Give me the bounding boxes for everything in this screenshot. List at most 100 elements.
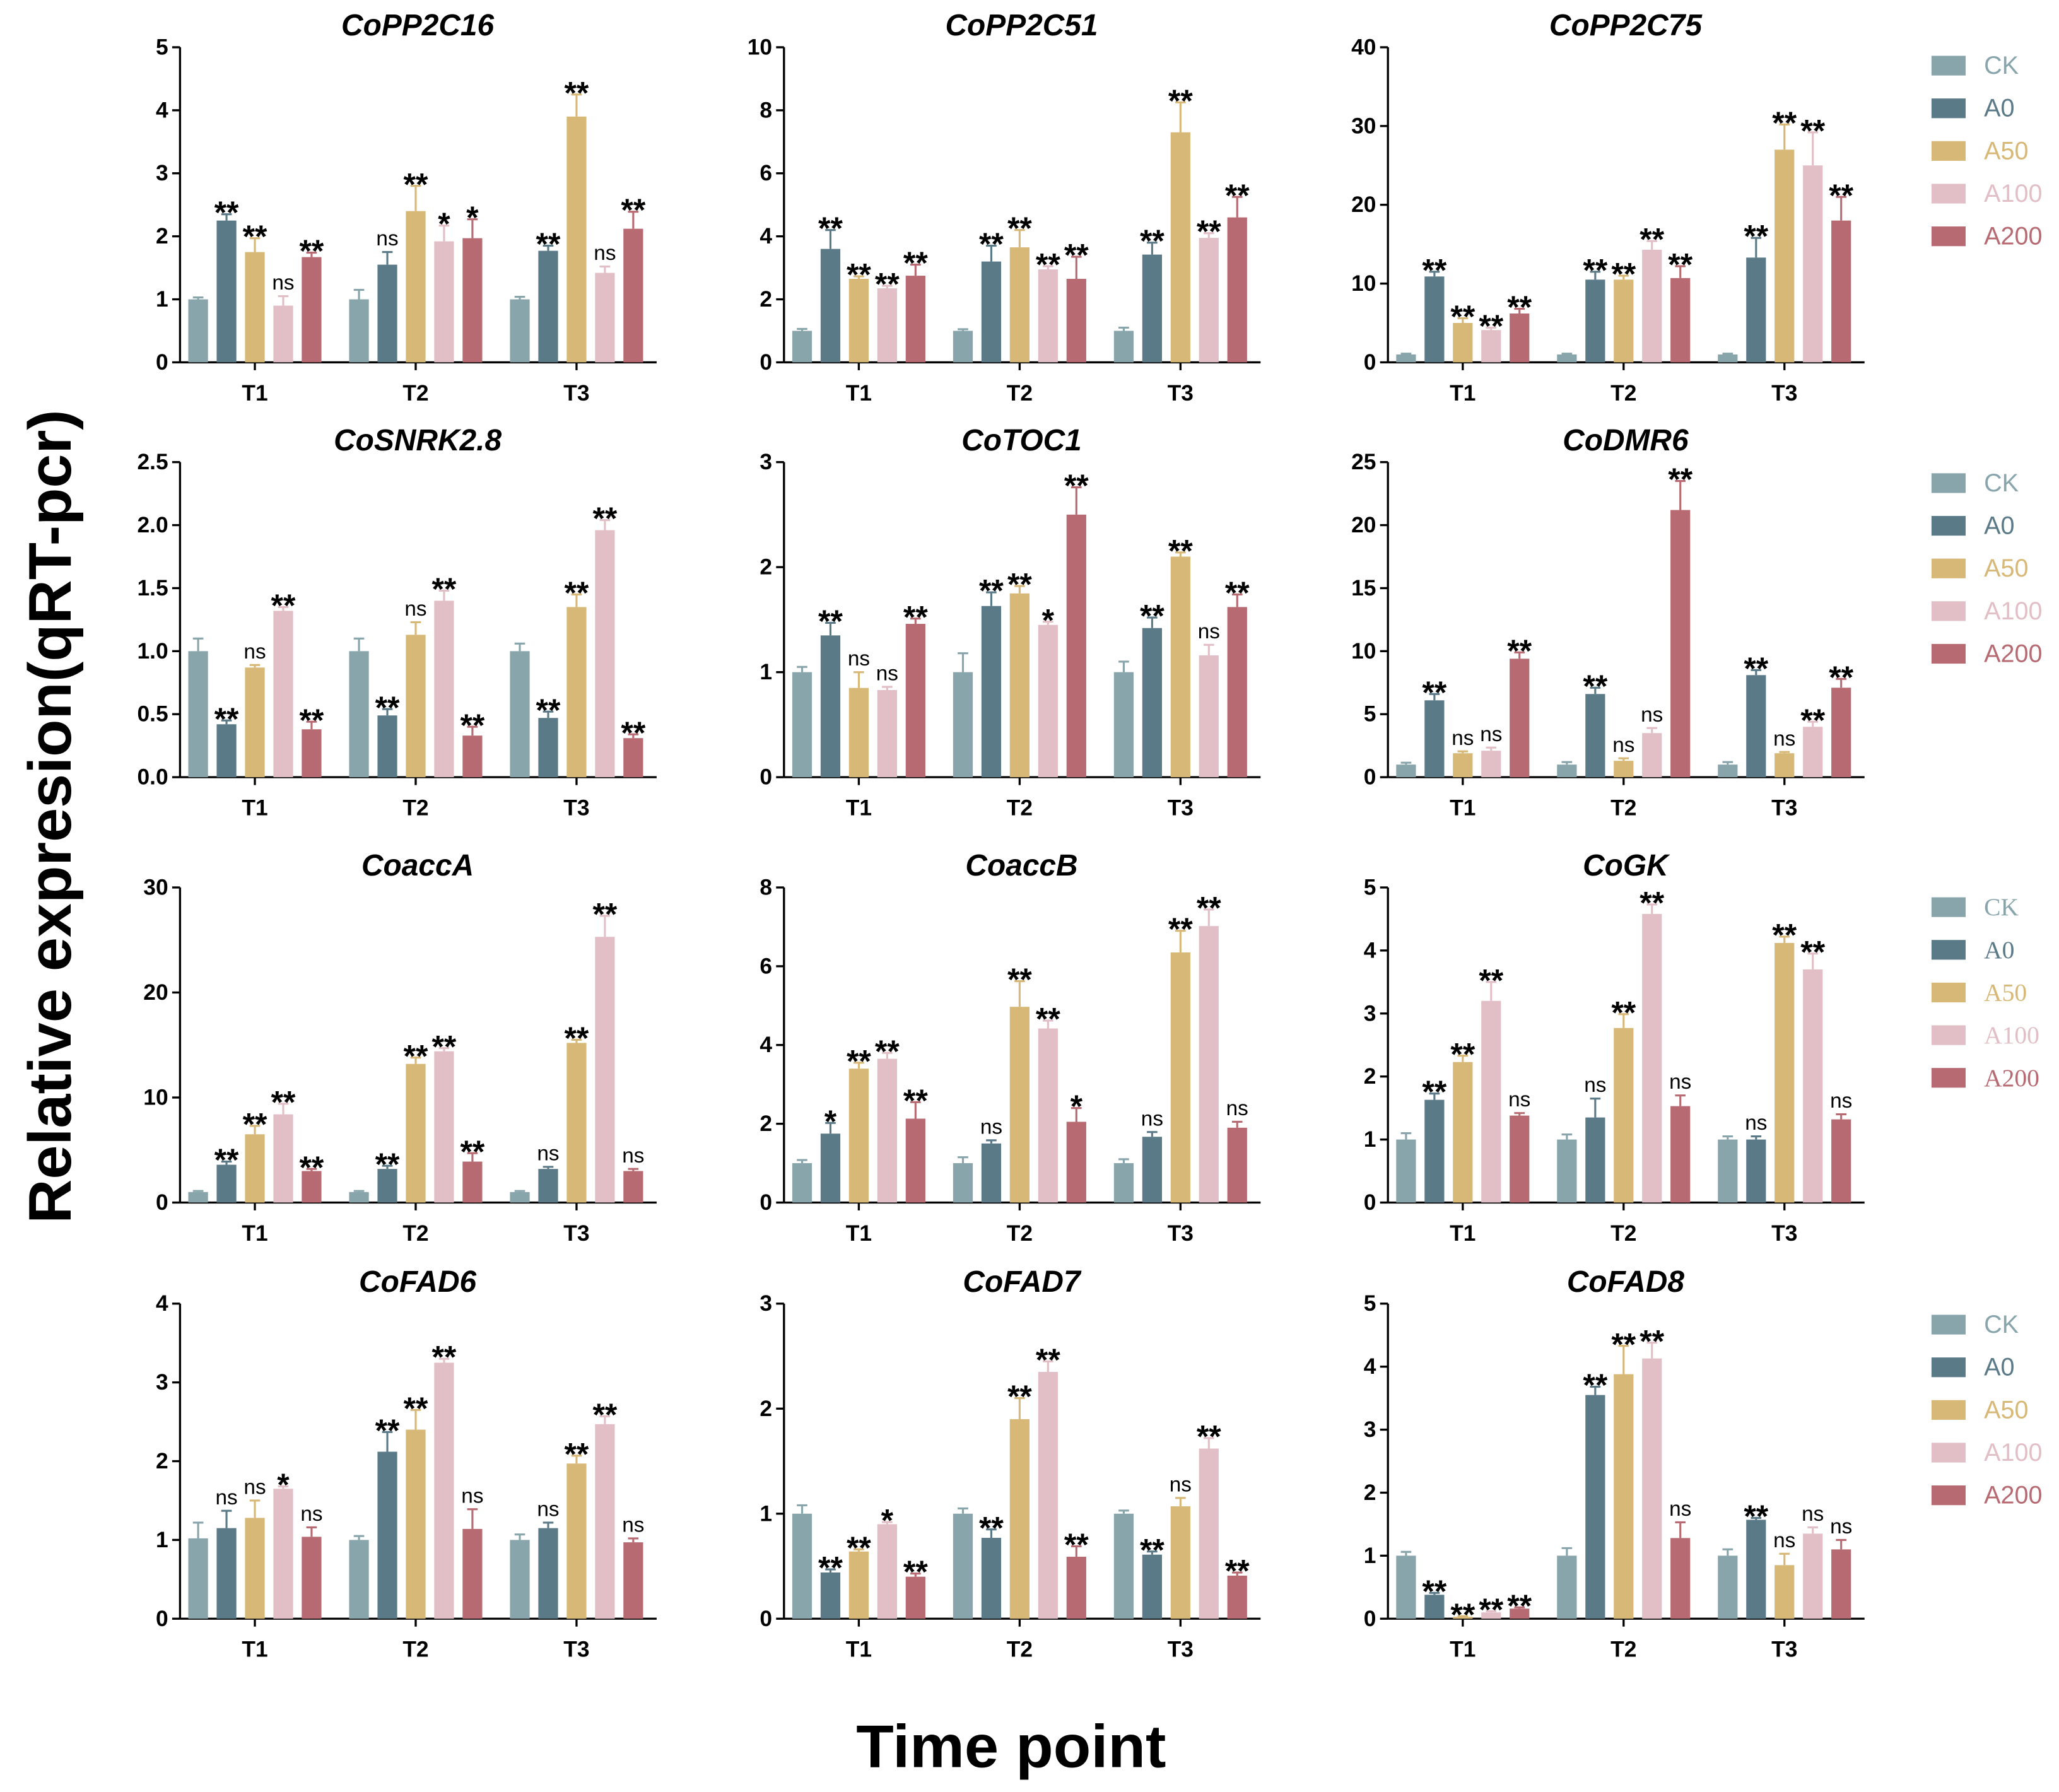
significance-label-a100-t1: ** [875, 267, 900, 302]
legend-swatch-ck [1931, 56, 1966, 76]
legend-label-a0: A0 [1984, 512, 2014, 540]
legend-label-a200: A200 [1984, 223, 2042, 250]
bar-a0-t2 [377, 264, 397, 363]
significance-label-a50-t2: ** [404, 1038, 428, 1074]
bar-ck-t3 [1113, 1513, 1134, 1619]
y-tick-label: 20 [143, 980, 168, 1005]
significance-label-a0-t1: ** [1422, 1074, 1446, 1110]
significance-label-a100-t3: ** [1800, 703, 1825, 738]
significance-label-a0-t2: ** [1583, 252, 1607, 288]
x-tick-label: T1 [846, 795, 872, 820]
significance-label-a50-t3: ** [1168, 911, 1193, 947]
significance-label-a50-t2: ** [1611, 1326, 1636, 1362]
y-tick-label: 2 [1364, 1064, 1376, 1089]
bar-a0-t3 [538, 718, 558, 778]
legend: CK A0 A50 A100 A200 [1931, 893, 2039, 1092]
legend-label-a100: A100 [1984, 1021, 2039, 1049]
significance-label-a50-t3: ** [1772, 105, 1797, 141]
significance-label-a0-t2: ** [375, 1147, 400, 1182]
bar-a0-t2 [1585, 1117, 1605, 1203]
bar-a0-t2 [981, 1538, 1002, 1619]
bar-a100-t3 [1803, 969, 1823, 1203]
bar-a100-t1 [877, 1058, 897, 1203]
bar-a100-t2 [434, 1362, 454, 1619]
bar-a100-t2 [1642, 1358, 1662, 1619]
bar-a100-t2 [434, 1051, 454, 1203]
bar-a50-t1 [848, 688, 869, 778]
y-tick-label: 0 [1364, 1607, 1376, 1631]
y-tick-label: 0 [760, 350, 772, 375]
significance-label-a100-t3: ** [592, 501, 617, 536]
x-tick-label: T1 [1450, 1637, 1475, 1662]
bar-ck-t3 [510, 1192, 530, 1203]
bar-a50-t2 [1009, 593, 1030, 778]
x-tick-label: T3 [1168, 1221, 1194, 1246]
y-tick-label: 20 [1351, 513, 1376, 537]
bar-a100-t2 [434, 600, 454, 778]
bar-a50-t3 [1774, 1565, 1795, 1619]
significance-label-a200-t3: ns [622, 1513, 644, 1537]
y-tick-label: 5 [156, 35, 168, 59]
significance-label-a50-t3: ** [565, 1021, 589, 1056]
significance-label-a100-t2: ** [432, 1029, 457, 1064]
bar-ck-t3 [1113, 1163, 1134, 1203]
x-tick-label: T1 [242, 1221, 267, 1246]
y-tick-label: 2 [1364, 1480, 1376, 1505]
x-axis-title: Time point [856, 1713, 1166, 1780]
bar-ck-t3 [510, 1540, 530, 1619]
y-tick-label: 0 [760, 1190, 772, 1215]
bar-a100-t3 [1199, 1448, 1219, 1619]
bar-a0-t3 [1142, 254, 1163, 363]
y-tick-label: 30 [143, 875, 168, 899]
x-tick-label: T2 [1007, 795, 1033, 820]
significance-label-a200-t2: ** [1064, 468, 1089, 503]
bar-ck-t1 [1396, 1139, 1416, 1203]
bar-ck-t3 [1718, 1555, 1738, 1619]
bar-ck-t3 [1718, 354, 1738, 363]
legend-swatch-a0 [1931, 98, 1966, 119]
x-tick-label: T3 [1771, 381, 1797, 406]
bar-a0-t1 [820, 635, 841, 778]
legend-swatch-a200 [1931, 1068, 1966, 1088]
bar-a0-t3 [1746, 1520, 1766, 1619]
significance-label-a50-t2: ** [1007, 211, 1032, 246]
y-tick-label: 4 [1364, 1354, 1376, 1379]
significance-label-a0-t1: ** [1422, 1574, 1446, 1609]
significance-label-a0-t2: ** [1583, 669, 1607, 704]
significance-label-a50-t2: ns [1612, 734, 1634, 757]
significance-label-a0-t3: ** [1744, 219, 1768, 254]
bar-a100-t1 [877, 689, 897, 778]
significance-label-a50-t1: ** [1450, 299, 1475, 334]
bar-a0-t1 [1424, 1099, 1445, 1203]
panel-title: CoPP2C75 [1549, 9, 1703, 42]
significance-label-a200-t1: ** [903, 1554, 928, 1590]
y-tick-label: 8 [760, 875, 772, 899]
bar-a200-t3 [623, 738, 643, 778]
significance-label-a100-t3: ** [1800, 934, 1825, 969]
bar-ck-t3 [510, 299, 530, 363]
bar-a50-t2 [1614, 761, 1634, 778]
significance-label-a200-t3: ** [621, 715, 645, 751]
bar-a100-t2 [1038, 269, 1058, 363]
significance-label-a0-t2: ns [980, 1115, 1002, 1139]
bar-a50-t2 [1614, 1028, 1634, 1203]
x-tick-label: T1 [846, 1221, 872, 1246]
panel-title: CoGK [1583, 849, 1670, 882]
significance-label-a0-t1: ** [818, 1550, 843, 1586]
y-tick-label: 0.5 [137, 702, 168, 727]
bar-a200-t2 [1066, 1121, 1086, 1203]
bar-a200-t3 [623, 1171, 643, 1203]
significance-label-a0-t3: ns [537, 1498, 559, 1521]
significance-label-a0-t2: ** [375, 690, 400, 725]
significance-label-a200-t2: ns [1669, 1497, 1691, 1521]
x-tick-label: T3 [1168, 795, 1194, 820]
significance-label-a50-t3: ** [1168, 83, 1193, 119]
significance-label-a100-t1: * [881, 1503, 894, 1538]
significance-label-a100-t1: ** [1479, 963, 1503, 998]
bar-a200-t3 [623, 1542, 643, 1619]
legend-swatch-a200 [1931, 1485, 1966, 1506]
bar-a200-t1 [905, 1576, 925, 1619]
significance-label-a200-t3: ** [621, 192, 645, 228]
y-tick-label: 40 [1351, 35, 1376, 59]
